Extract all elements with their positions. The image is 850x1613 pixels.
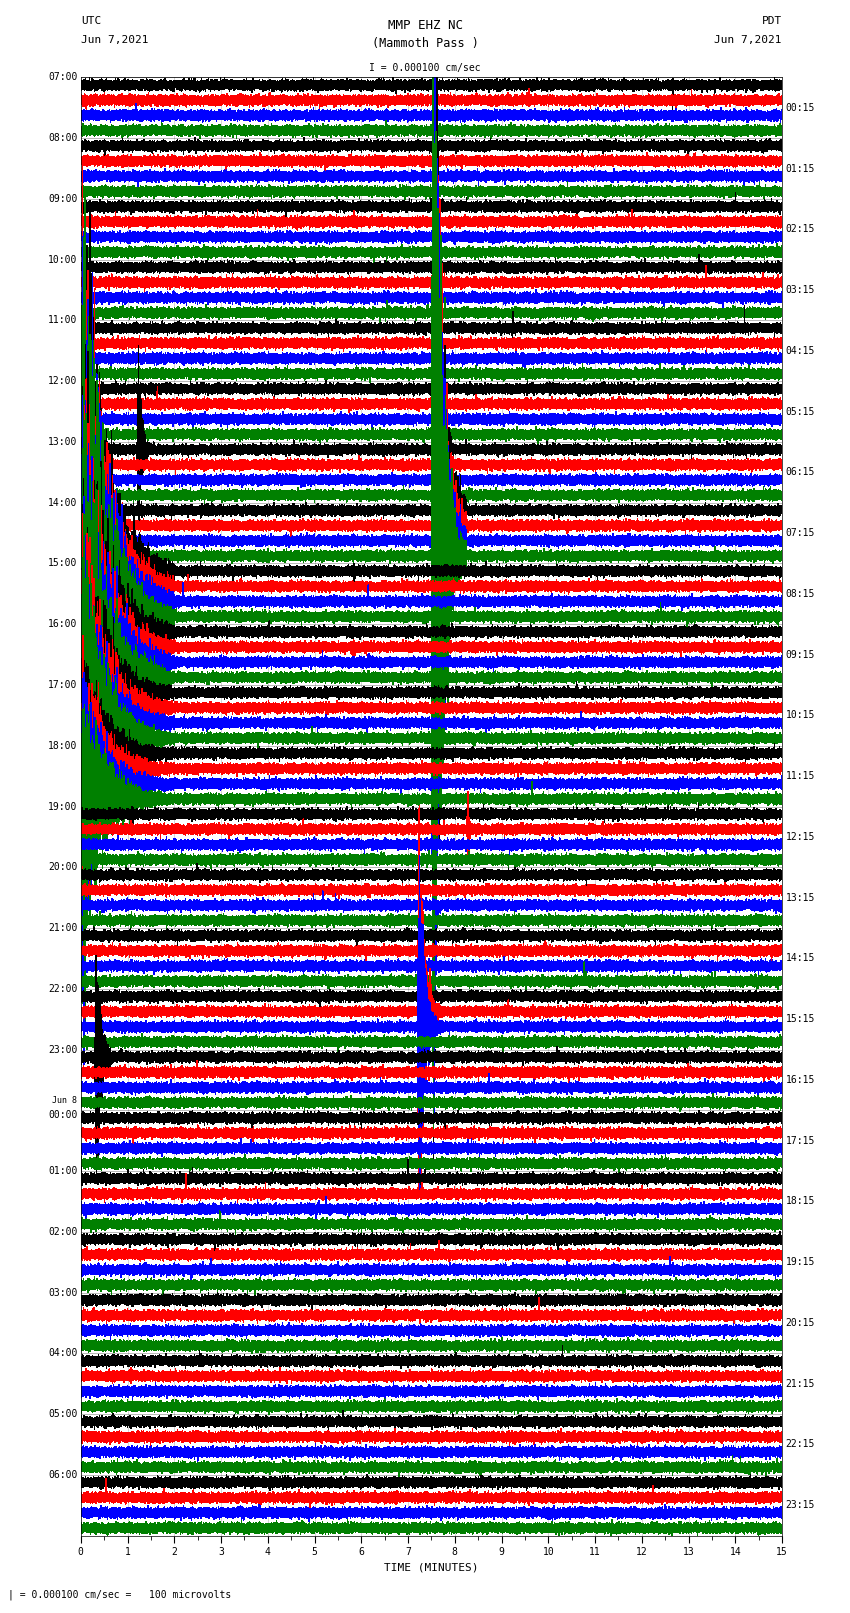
Text: Jun 7,2021: Jun 7,2021	[81, 35, 148, 45]
Text: 16:00: 16:00	[48, 619, 77, 629]
Text: 19:00: 19:00	[48, 802, 77, 811]
Text: Jun 7,2021: Jun 7,2021	[715, 35, 782, 45]
X-axis label: TIME (MINUTES): TIME (MINUTES)	[384, 1563, 479, 1573]
Text: 07:15: 07:15	[785, 527, 815, 539]
Text: 19:15: 19:15	[785, 1257, 815, 1268]
Text: PDT: PDT	[762, 16, 782, 26]
Text: 10:00: 10:00	[48, 255, 77, 265]
Text: 03:15: 03:15	[785, 286, 815, 295]
Text: 12:00: 12:00	[48, 376, 77, 386]
Text: 21:00: 21:00	[48, 923, 77, 932]
Text: 11:00: 11:00	[48, 316, 77, 326]
Text: 10:15: 10:15	[785, 710, 815, 721]
Text: 04:15: 04:15	[785, 345, 815, 356]
Text: 01:15: 01:15	[785, 163, 815, 174]
Text: 18:15: 18:15	[785, 1197, 815, 1207]
Text: 18:00: 18:00	[48, 740, 77, 750]
Text: 09:00: 09:00	[48, 194, 77, 203]
Text: 05:15: 05:15	[785, 406, 815, 416]
Text: 17:15: 17:15	[785, 1136, 815, 1145]
Text: 05:00: 05:00	[48, 1410, 77, 1419]
Text: 04:00: 04:00	[48, 1348, 77, 1358]
Text: 13:00: 13:00	[48, 437, 77, 447]
Text: 00:15: 00:15	[785, 103, 815, 113]
Text: 00:00: 00:00	[48, 1110, 77, 1121]
Text: 14:00: 14:00	[48, 498, 77, 508]
Text: 21:15: 21:15	[785, 1379, 815, 1389]
Text: 16:15: 16:15	[785, 1074, 815, 1086]
Text: 09:15: 09:15	[785, 650, 815, 660]
Text: 15:00: 15:00	[48, 558, 77, 568]
Text: 03:00: 03:00	[48, 1287, 77, 1297]
Text: 06:00: 06:00	[48, 1469, 77, 1479]
Text: 14:15: 14:15	[785, 953, 815, 963]
Text: 17:00: 17:00	[48, 681, 77, 690]
Text: 02:00: 02:00	[48, 1227, 77, 1237]
Text: UTC: UTC	[81, 16, 101, 26]
Text: 20:15: 20:15	[785, 1318, 815, 1327]
Text: 12:15: 12:15	[785, 832, 815, 842]
Text: 20:00: 20:00	[48, 863, 77, 873]
Text: 01:00: 01:00	[48, 1166, 77, 1176]
Text: 13:15: 13:15	[785, 892, 815, 903]
Text: 08:00: 08:00	[48, 134, 77, 144]
Text: 08:15: 08:15	[785, 589, 815, 598]
Text: MMP EHZ NC: MMP EHZ NC	[388, 19, 462, 32]
Text: 23:15: 23:15	[785, 1500, 815, 1510]
Text: 23:00: 23:00	[48, 1045, 77, 1055]
Text: 02:15: 02:15	[785, 224, 815, 234]
Text: 07:00: 07:00	[48, 73, 77, 82]
Text: 11:15: 11:15	[785, 771, 815, 781]
Text: | = 0.000100 cm/sec =   100 microvolts: | = 0.000100 cm/sec = 100 microvolts	[8, 1589, 232, 1600]
Text: 22:15: 22:15	[785, 1439, 815, 1450]
Text: I = 0.000100 cm/sec: I = 0.000100 cm/sec	[369, 63, 481, 73]
Text: 22:00: 22:00	[48, 984, 77, 994]
Text: (Mammoth Pass ): (Mammoth Pass )	[371, 37, 479, 50]
Text: Jun 8: Jun 8	[53, 1097, 77, 1105]
Text: 06:15: 06:15	[785, 468, 815, 477]
Text: 15:15: 15:15	[785, 1015, 815, 1024]
